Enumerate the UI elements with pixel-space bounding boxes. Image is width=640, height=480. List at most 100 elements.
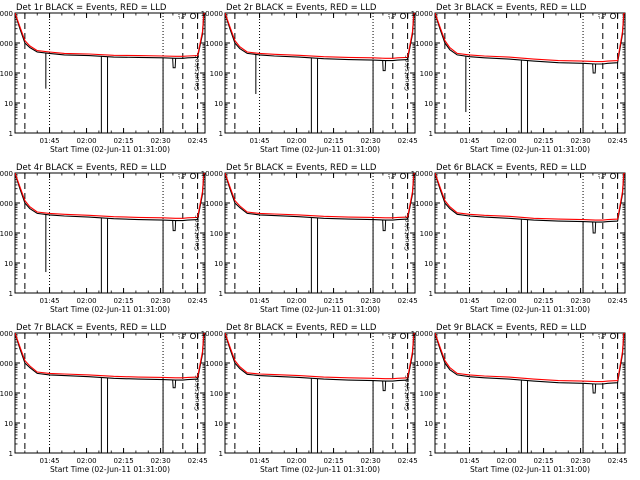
- panel-title: Det 3r BLACK = Events, RED = LLD: [436, 3, 587, 13]
- x-tick-label: 02:15: [113, 457, 133, 465]
- x-tick-label: 02:15: [323, 297, 343, 305]
- x-tick-label: 02:30: [570, 137, 590, 145]
- x-tick-label: 01:45: [249, 457, 269, 465]
- plot-frame: [224, 12, 416, 134]
- plot-area: [15, 173, 205, 293]
- x-tick-label: 02:45: [398, 137, 418, 145]
- saa-marker-box: [598, 12, 605, 19]
- events-dip: [592, 63, 597, 74]
- y-tick-label: 1000: [0, 360, 13, 368]
- events-series-line: [15, 173, 205, 222]
- plot-area: [225, 333, 415, 453]
- x-tick-label: 01:45: [249, 297, 269, 305]
- x-tick-label: 02:00: [76, 137, 96, 145]
- y-tick-label: 1: [429, 450, 433, 458]
- marker-circle: [399, 332, 406, 339]
- y-tick-label: 100: [0, 230, 13, 238]
- y-tick-label: 10000: [0, 170, 13, 178]
- y-tick-label: 1: [429, 290, 433, 298]
- y-tick-label: 100: [0, 70, 13, 78]
- x-tick-label: 01:45: [459, 137, 479, 145]
- marker-circle: [189, 172, 196, 179]
- x-axis-label: Start Time (02-Jun-11 01:31:00): [260, 145, 380, 154]
- y-tick-label: 10000: [201, 10, 223, 18]
- detector-panel: Det 7r BLACK = Events, RED = LLD 1 10 100 10…: [0, 323, 208, 474]
- panel-title: Det 6r BLACK = Events, RED = LLD: [436, 163, 587, 173]
- detector-panel: Det 8r BLACK = Events, RED = LLD 1 10 100 10…: [193, 323, 418, 474]
- plot-area: [15, 13, 205, 133]
- marker-circle: [399, 12, 406, 19]
- y-tick-label: 100: [0, 390, 13, 398]
- plot-area: [15, 333, 205, 453]
- events-dip: [382, 219, 387, 232]
- x-tick-label: 02:45: [608, 137, 628, 145]
- plot-area: [225, 173, 415, 293]
- panel-title: Det 1r BLACK = Events, RED = LLD: [16, 3, 167, 13]
- plot-frame: [224, 332, 416, 454]
- y-tick-label: 100: [420, 230, 433, 238]
- lld-series-line: [435, 333, 625, 383]
- y-tick-label: 10: [214, 260, 223, 268]
- x-tick-label: 02:45: [608, 297, 628, 305]
- plot-frame: [434, 332, 626, 454]
- x-axis-label: Start Time (02-Jun-11 01:31:00): [470, 465, 590, 474]
- marker-circle: [610, 332, 617, 339]
- saa-marker-box: [178, 172, 185, 179]
- y-tick-label: 10: [214, 100, 223, 108]
- detector-panel: Det 1r BLACK = Events, RED = LLD 1 10 100 10…: [0, 3, 208, 154]
- y-tick-label: 1: [219, 450, 223, 458]
- lld-series-line: [225, 13, 415, 59]
- y-tick-label: 1000: [0, 200, 13, 208]
- lld-series-line: [225, 173, 415, 219]
- saa-marker-box: [598, 172, 605, 179]
- y-tick-label: 1000: [205, 200, 223, 208]
- panel-title: Det 9r BLACK = Events, RED = LLD: [436, 323, 587, 333]
- plot-area: [225, 13, 415, 133]
- events-dip: [592, 383, 597, 394]
- x-tick-label: 02:15: [533, 297, 553, 305]
- y-axis-label: Counts/sec: [403, 215, 411, 251]
- saa-marker-box: [178, 332, 185, 339]
- y-tick-label: 1: [9, 290, 13, 298]
- x-tick-label: 02:30: [150, 457, 170, 465]
- plot-area: [435, 13, 625, 133]
- detector-panel: Det 3r BLACK = Events, RED = LLD 1 10 100 10…: [403, 3, 628, 154]
- plot-area: [435, 173, 625, 293]
- x-tick-label: 02:15: [323, 137, 343, 145]
- y-tick-label: 10000: [411, 10, 433, 18]
- events-dip: [382, 60, 387, 72]
- y-tick-label: 100: [210, 70, 223, 78]
- x-tick-label: 02:00: [76, 297, 96, 305]
- x-tick-label: 02:30: [570, 297, 590, 305]
- x-tick-label: 02:00: [286, 457, 306, 465]
- events-series-line: [435, 13, 625, 65]
- y-tick-label: 1000: [415, 360, 433, 368]
- y-tick-label: 10000: [201, 330, 223, 338]
- x-tick-label: 02:45: [188, 457, 208, 465]
- x-tick-label: 02:45: [608, 457, 628, 465]
- plot-frame: [14, 332, 206, 454]
- marker-circle: [610, 172, 617, 179]
- x-tick-label: 02:00: [496, 457, 516, 465]
- marker-circle: [399, 172, 406, 179]
- lld-series-line: [435, 13, 625, 63]
- events-dip: [172, 220, 177, 232]
- detector-panel: Det 5r BLACK = Events, RED = LLD 1 10 100 10…: [193, 163, 418, 314]
- y-tick-label: 100: [210, 230, 223, 238]
- y-axis-label: Counts/sec: [403, 375, 411, 411]
- x-axis-label: Start Time (02-Jun-11 01:31:00): [260, 465, 380, 474]
- y-tick-label: 1000: [205, 360, 223, 368]
- detector-panel: Det 6r BLACK = Events, RED = LLD 1 10 100 10…: [403, 163, 628, 314]
- x-tick-label: 02:00: [496, 297, 516, 305]
- x-tick-label: 02:00: [286, 297, 306, 305]
- x-axis-label: Start Time (02-Jun-11 01:31:00): [260, 305, 380, 314]
- y-tick-label: 1000: [0, 40, 13, 48]
- x-tick-label: 02:15: [533, 137, 553, 145]
- y-tick-label: 10: [424, 100, 433, 108]
- marker-circle: [189, 12, 196, 19]
- y-axis-label: Counts/sec: [403, 55, 411, 91]
- y-tick-label: 1: [9, 450, 13, 458]
- detector-panel: Det 4r BLACK = Events, RED = LLD 1 10 100 10…: [0, 163, 208, 314]
- x-tick-label: 02:00: [496, 137, 516, 145]
- lld-series-line: [225, 333, 415, 380]
